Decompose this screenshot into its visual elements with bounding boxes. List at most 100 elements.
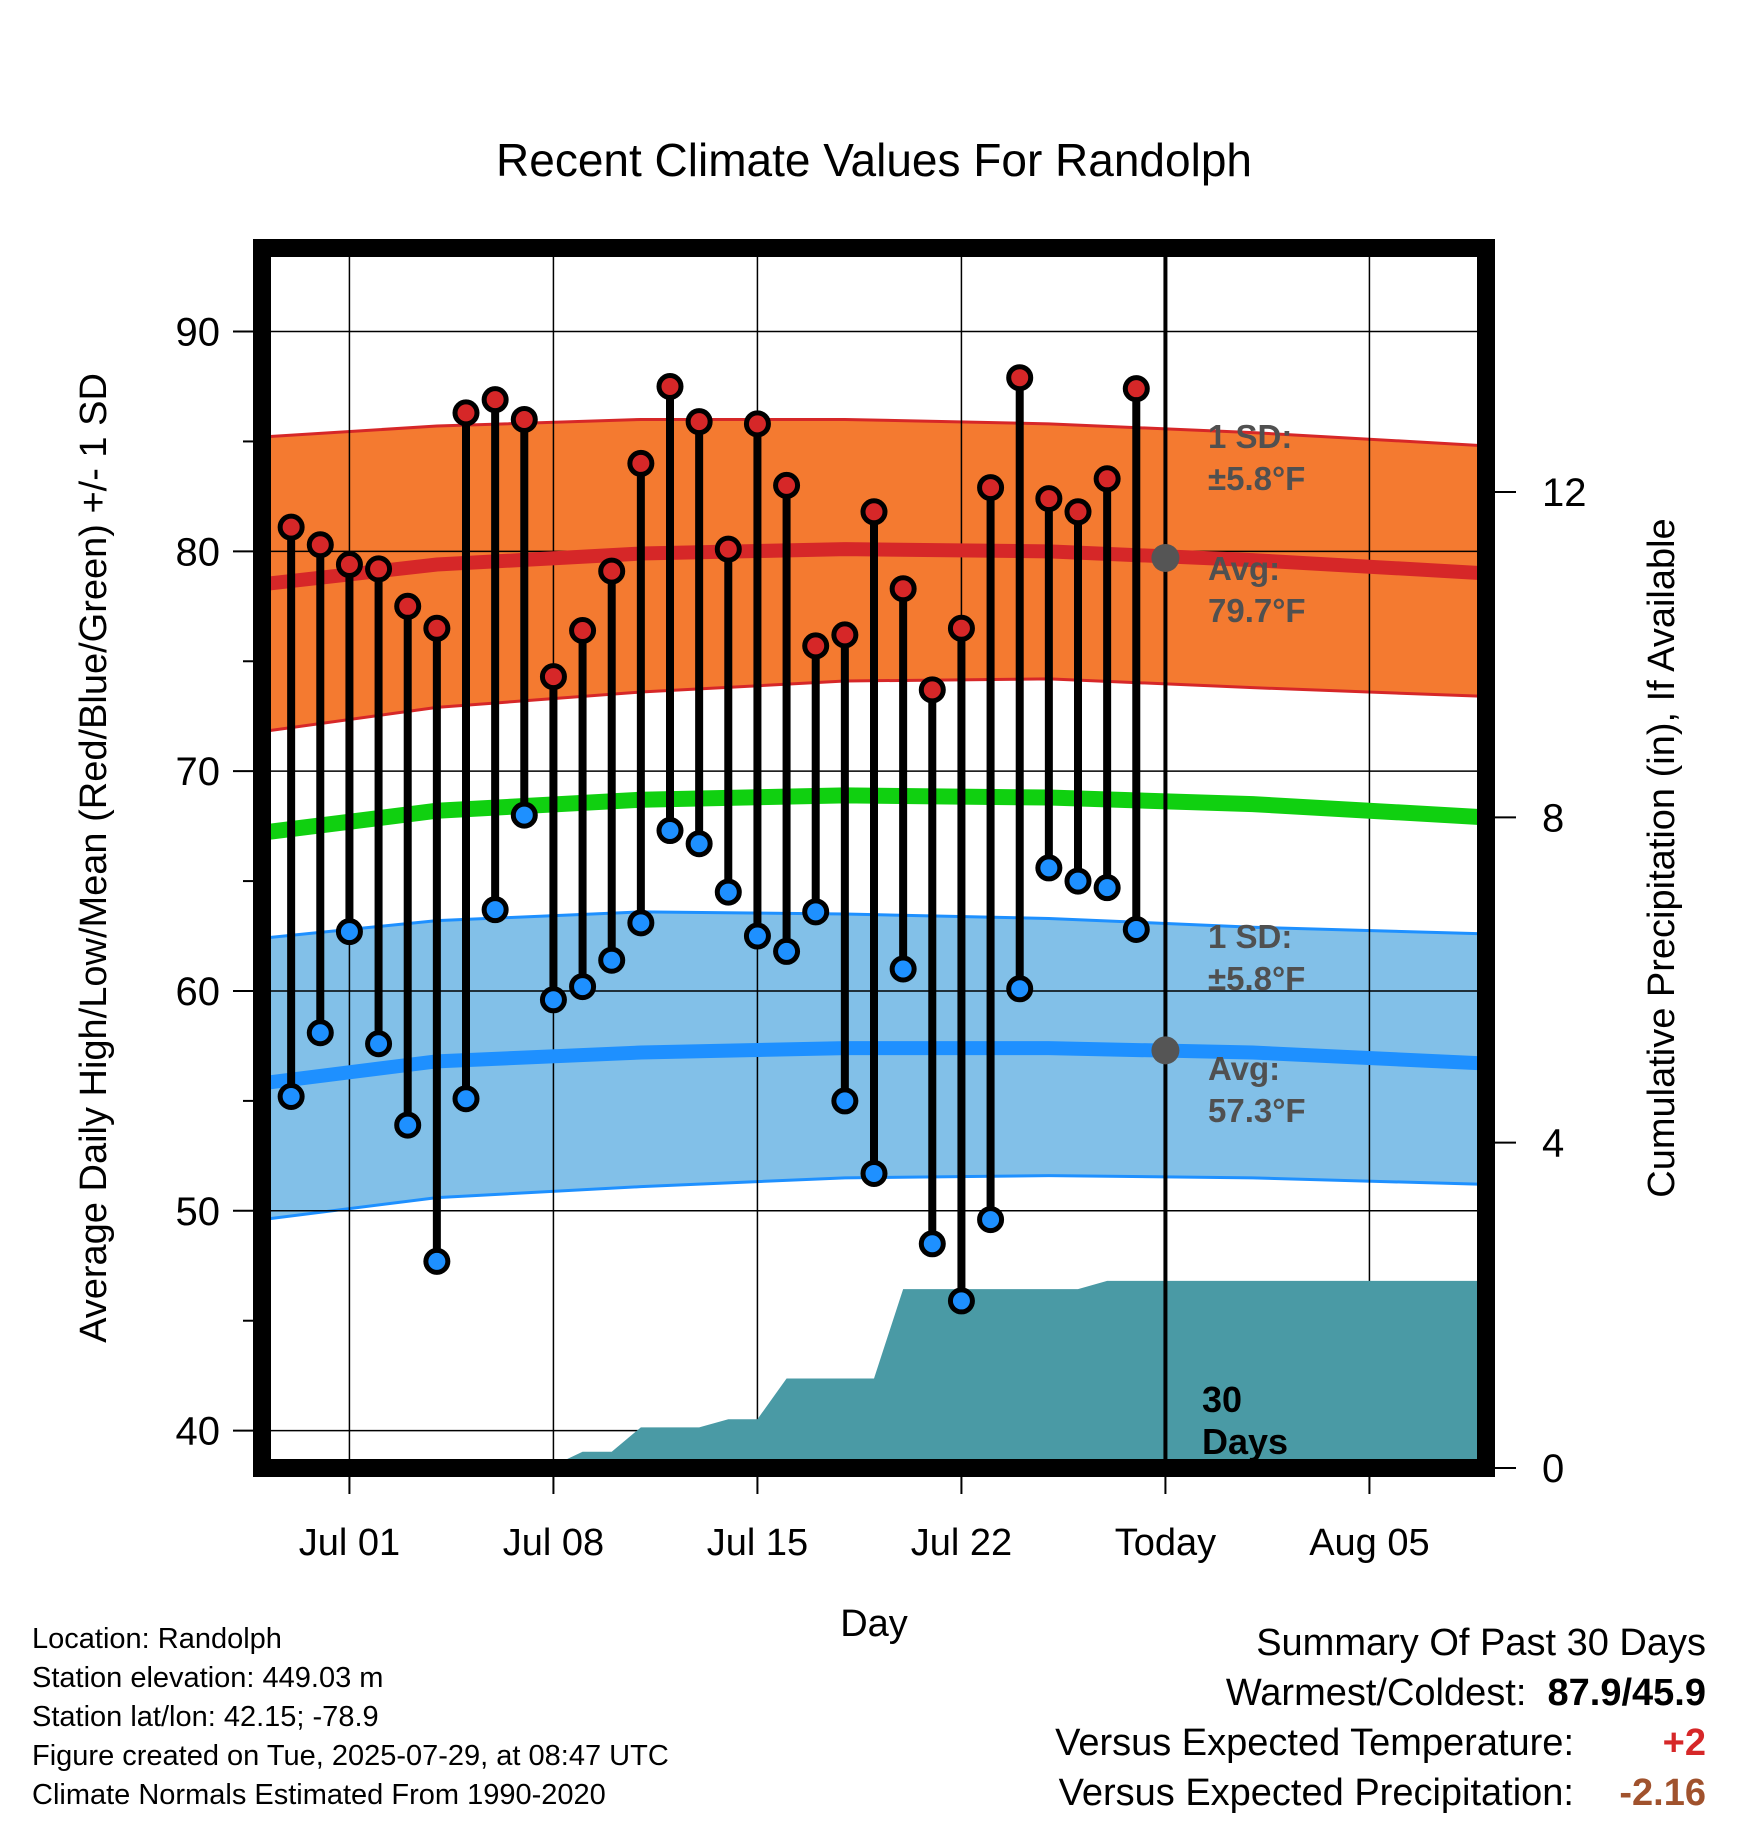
precip-fill bbox=[291, 1280, 1486, 1468]
y2-tick-label: 0 bbox=[1542, 1447, 1564, 1491]
low-point bbox=[1035, 854, 1063, 882]
high-point bbox=[481, 386, 509, 414]
low-point bbox=[656, 817, 684, 845]
high-point bbox=[743, 410, 771, 438]
x-tick-label: Aug 05 bbox=[1309, 1522, 1429, 1564]
high-point bbox=[598, 557, 626, 585]
high-point bbox=[860, 498, 888, 526]
y2-tick-label: 12 bbox=[1542, 471, 1587, 515]
low-point bbox=[335, 918, 363, 946]
y-tick-label: 40 bbox=[176, 1410, 221, 1454]
low-point bbox=[452, 1085, 480, 1113]
high-point bbox=[773, 471, 801, 499]
low-point bbox=[889, 955, 917, 983]
high-point bbox=[539, 663, 567, 691]
low-point bbox=[743, 922, 771, 950]
high-point bbox=[977, 474, 1005, 502]
high-sd-value: ±5.8°F bbox=[1208, 460, 1305, 497]
summary-warm-cold: Warmest/Coldest: 87.9/45.9 bbox=[1226, 1672, 1706, 1715]
high-point bbox=[685, 408, 713, 436]
low-point bbox=[714, 878, 742, 906]
days-number: 30 bbox=[1202, 1379, 1242, 1420]
low-avg-value: 57.3°F bbox=[1208, 1092, 1306, 1129]
y-axis-left: 40 50 60 70 80 90 bbox=[176, 311, 253, 1454]
low-point bbox=[685, 830, 713, 858]
y-tick-label: 50 bbox=[176, 1190, 221, 1234]
low-point bbox=[306, 1019, 334, 1047]
y2-axis-label: Cumulative Precipitation (in), If Availa… bbox=[1641, 518, 1683, 1197]
x-tick-label: Today bbox=[1115, 1522, 1216, 1564]
low-point bbox=[510, 801, 538, 829]
daily-points bbox=[277, 364, 1150, 1315]
plot-area bbox=[262, 248, 1486, 1468]
low-point bbox=[423, 1247, 451, 1275]
low-sd-label: 1 SD: bbox=[1208, 918, 1292, 955]
y-tick-label: 80 bbox=[176, 530, 221, 574]
high-sd-label: 1 SD: bbox=[1208, 418, 1292, 455]
info-location: Location: Randolph bbox=[32, 1623, 282, 1655]
high-point bbox=[714, 535, 742, 563]
high-point bbox=[1035, 485, 1063, 513]
low-point bbox=[831, 1087, 859, 1115]
low-point bbox=[977, 1206, 1005, 1234]
high-point bbox=[947, 614, 975, 642]
high-normal-line bbox=[262, 542, 1486, 592]
low-point bbox=[947, 1287, 975, 1315]
low-point bbox=[394, 1111, 422, 1139]
low-point bbox=[860, 1159, 888, 1187]
low-point bbox=[1093, 874, 1121, 902]
low-point bbox=[918, 1230, 946, 1258]
high-point bbox=[1122, 375, 1150, 403]
precip-value: -2.16 bbox=[1619, 1772, 1706, 1814]
high-point bbox=[627, 449, 655, 477]
low-point bbox=[1006, 975, 1034, 1003]
low-point bbox=[365, 1030, 393, 1058]
low-sd-value: ±5.8°F bbox=[1208, 960, 1305, 997]
high-point bbox=[394, 592, 422, 620]
high-point bbox=[1064, 498, 1092, 526]
high-point bbox=[510, 405, 538, 433]
x-axis: Jul 01 Jul 08 Jul 15 Jul 22 Today Aug 05 bbox=[299, 1477, 1430, 1564]
y-tick-label: 90 bbox=[176, 311, 221, 355]
high-point bbox=[831, 621, 859, 649]
plot-frame bbox=[253, 239, 1495, 1477]
high-point bbox=[452, 399, 480, 427]
warm-cold-label: Warmest/Coldest: bbox=[1225, 1672, 1527, 1714]
low-avg-label: Avg: bbox=[1208, 1050, 1280, 1087]
low-point bbox=[481, 896, 509, 924]
y2-tick-label: 4 bbox=[1542, 1122, 1564, 1166]
x-tick-label: Jul 08 bbox=[503, 1522, 604, 1564]
y-tick-label: 70 bbox=[176, 750, 221, 794]
today-low-avg-marker bbox=[1151, 1036, 1180, 1065]
annotations: 1 SD: ±5.8°F Avg: 79.7°F 1 SD: ±5.8°F Av… bbox=[1202, 418, 1306, 1462]
high-point bbox=[423, 614, 451, 642]
low-point bbox=[598, 946, 626, 974]
summary-heading: Summary Of Past 30 Days bbox=[1256, 1622, 1706, 1664]
y-axis-right: 0 4 8 12 bbox=[1495, 471, 1587, 1491]
precip-area bbox=[291, 1280, 1486, 1468]
days-word: Days bbox=[1202, 1421, 1288, 1462]
high-point bbox=[277, 513, 305, 541]
low-point bbox=[773, 937, 801, 965]
x-tick-label: Jul 15 bbox=[707, 1522, 808, 1564]
high-point bbox=[802, 632, 830, 660]
high-point bbox=[569, 616, 597, 644]
low-point bbox=[569, 973, 597, 1001]
info-latlon: Station lat/lon: 42.15; -78.9 bbox=[32, 1701, 379, 1733]
high-point bbox=[656, 372, 684, 400]
high-point bbox=[365, 555, 393, 583]
x-tick-label: Jul 22 bbox=[911, 1522, 1012, 1564]
high-point bbox=[306, 531, 334, 559]
today-high-avg-marker bbox=[1151, 543, 1180, 572]
low-point bbox=[802, 898, 830, 926]
high-point bbox=[1093, 465, 1121, 493]
high-avg-value: 79.7°F bbox=[1208, 592, 1306, 629]
info-normals: Climate Normals Estimated From 1990-2020 bbox=[32, 1779, 606, 1811]
high-point bbox=[335, 551, 363, 579]
warm-cold-value: 87.9/45.9 bbox=[1547, 1672, 1706, 1714]
today-line bbox=[1151, 248, 1180, 1468]
high-avg-label: Avg: bbox=[1208, 550, 1280, 587]
x-tick-label: Jul 01 bbox=[299, 1522, 400, 1564]
high-sd-band-upper bbox=[262, 417, 1486, 448]
